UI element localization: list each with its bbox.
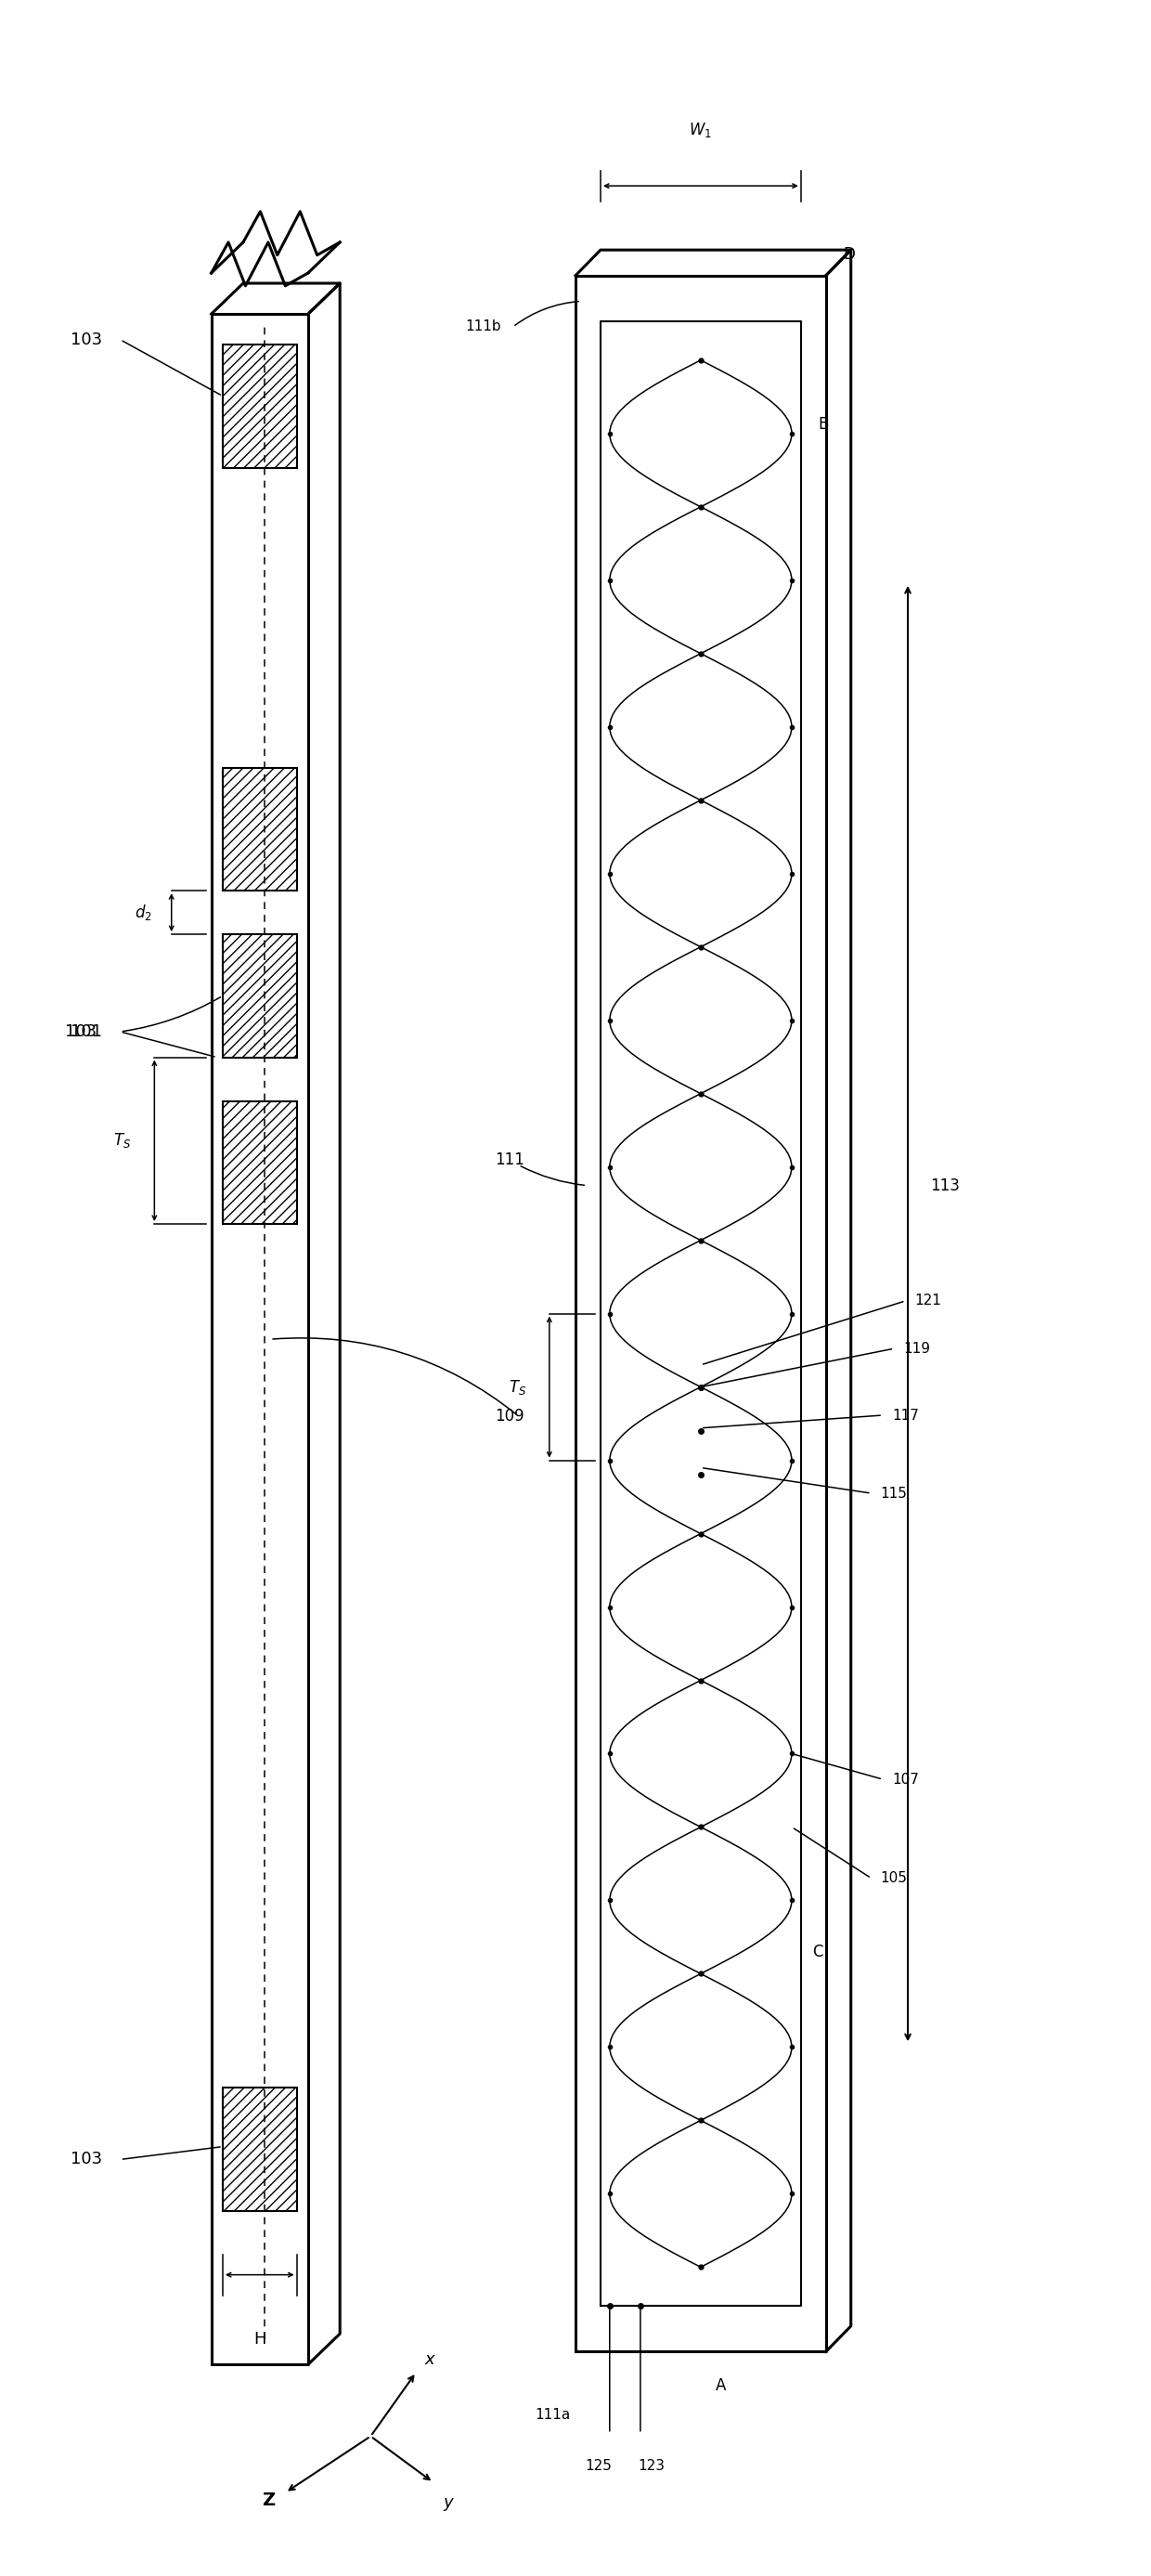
Text: y: y bbox=[443, 2494, 453, 2512]
Text: 117: 117 bbox=[892, 1409, 918, 1422]
Text: 103: 103 bbox=[64, 1023, 97, 1041]
Text: Z: Z bbox=[261, 2491, 275, 2509]
Bar bbox=[222, 345, 297, 469]
Text: 115: 115 bbox=[881, 1486, 907, 1499]
Text: 121: 121 bbox=[915, 1293, 942, 1309]
Text: $W_1$: $W_1$ bbox=[689, 121, 712, 139]
Text: 103: 103 bbox=[70, 2151, 102, 2169]
Bar bbox=[222, 1100, 297, 1224]
Text: B: B bbox=[818, 415, 829, 433]
Text: 111a: 111a bbox=[535, 2409, 571, 2421]
Bar bbox=[222, 2087, 297, 2210]
Text: $T_S$: $T_S$ bbox=[509, 1378, 526, 1396]
Text: H: H bbox=[253, 2331, 266, 2347]
Text: 105: 105 bbox=[881, 1870, 907, 1886]
Text: 103: 103 bbox=[70, 332, 102, 348]
Text: $d_2$: $d_2$ bbox=[135, 902, 152, 922]
Text: 113: 113 bbox=[931, 1177, 960, 1193]
Text: 107: 107 bbox=[892, 1772, 918, 1785]
Text: 111: 111 bbox=[495, 1151, 525, 1167]
Bar bbox=[222, 935, 297, 1056]
Text: 119: 119 bbox=[904, 1342, 930, 1355]
Text: 101: 101 bbox=[70, 1023, 102, 1041]
Text: 125: 125 bbox=[585, 2460, 611, 2473]
Text: 109: 109 bbox=[495, 1409, 525, 1425]
Text: 111b: 111b bbox=[466, 319, 502, 335]
Text: $T_S$: $T_S$ bbox=[114, 1131, 131, 1149]
Text: 123: 123 bbox=[639, 2460, 665, 2473]
Text: A: A bbox=[716, 2378, 726, 2393]
Text: C: C bbox=[813, 1942, 823, 1960]
Text: D: D bbox=[843, 247, 855, 263]
Text: x: x bbox=[425, 2352, 435, 2367]
Bar bbox=[222, 768, 297, 891]
